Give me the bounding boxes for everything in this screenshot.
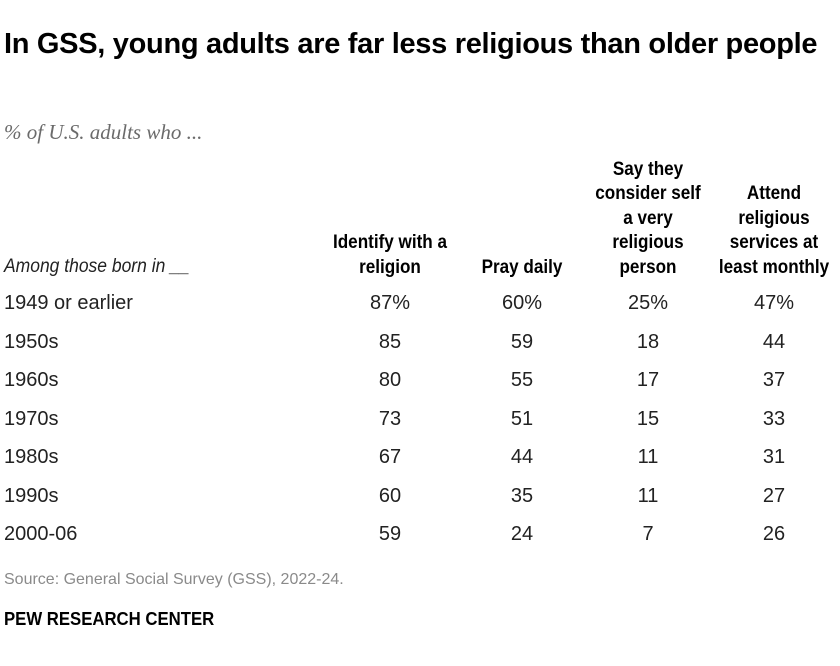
- table-cell: 85: [378, 330, 402, 353]
- table-cell: 17: [636, 369, 660, 391]
- table-row: 1960s 80 55 17 37: [0, 361, 840, 399]
- table-cell: 24: [510, 523, 534, 545]
- table-cell: 60: [378, 484, 402, 507]
- column-header: Pray daily: [481, 256, 563, 278]
- table-cell: 11: [637, 484, 659, 507]
- table-row: 1990s 60 35 11 27: [0, 477, 840, 515]
- table-cell: 73: [378, 407, 402, 430]
- row-label: 2000-06: [4, 523, 78, 545]
- row-label: 1980s: [4, 446, 59, 468]
- source-note: Source: General Social Survey (GSS), 202…: [4, 571, 344, 588]
- table-cell: 37: [762, 369, 786, 391]
- column-header: Say they consider self a very religious …: [595, 158, 701, 278]
- table-cell: 35: [510, 484, 534, 507]
- column-header: Identify with a religion: [332, 232, 448, 278]
- table-cell: 87%: [369, 292, 411, 314]
- table-row: 1970s 73 51 15 33: [0, 400, 840, 438]
- table-cell: 15: [636, 407, 660, 430]
- table-cell: 67: [378, 446, 402, 468]
- row-header-label: Among those born in __: [4, 256, 190, 277]
- column-header: Attend religious services at least month…: [718, 183, 830, 278]
- table-row: 1980s 67 44 11 31: [0, 438, 840, 476]
- table-cell: 25%: [627, 292, 669, 314]
- table-cell: 18: [636, 330, 660, 353]
- table-cell: 59: [378, 523, 402, 545]
- table-cell: 47%: [753, 292, 795, 314]
- table-cell: 7: [642, 523, 654, 545]
- table-row: 1950s 85 59 18 44: [0, 323, 840, 361]
- table-cell: 60%: [501, 292, 543, 314]
- table-cell: 44: [762, 330, 786, 353]
- table-cell: 26: [762, 523, 786, 545]
- table-cell: 80: [378, 369, 402, 391]
- row-label: 1949 or earlier: [4, 292, 133, 314]
- table-cell: 33: [762, 407, 786, 430]
- table-cell: 27: [762, 484, 786, 507]
- table-row: 2000-06 59 24 7 26: [0, 515, 840, 553]
- table-cell: 59: [510, 330, 534, 353]
- chart-subtitle: % of U.S. adults who ...: [4, 120, 203, 144]
- table-row: 1949 or earlier 87% 60% 25% 47%: [0, 284, 840, 322]
- table-cell: 51: [510, 407, 534, 430]
- brand-logo-text: PEW RESEARCH CENTER: [4, 609, 215, 629]
- table-cell: 31: [762, 446, 786, 468]
- table-cell: 11: [637, 446, 659, 468]
- row-label: 1970s: [4, 407, 59, 430]
- table-cell: 55: [510, 369, 534, 391]
- row-label: 1990s: [4, 484, 59, 507]
- row-label: 1960s: [4, 369, 59, 391]
- table-cell: 44: [510, 446, 534, 468]
- row-label: 1950s: [4, 330, 59, 353]
- chart-title: In GSS, young adults are far less religi…: [4, 28, 818, 60]
